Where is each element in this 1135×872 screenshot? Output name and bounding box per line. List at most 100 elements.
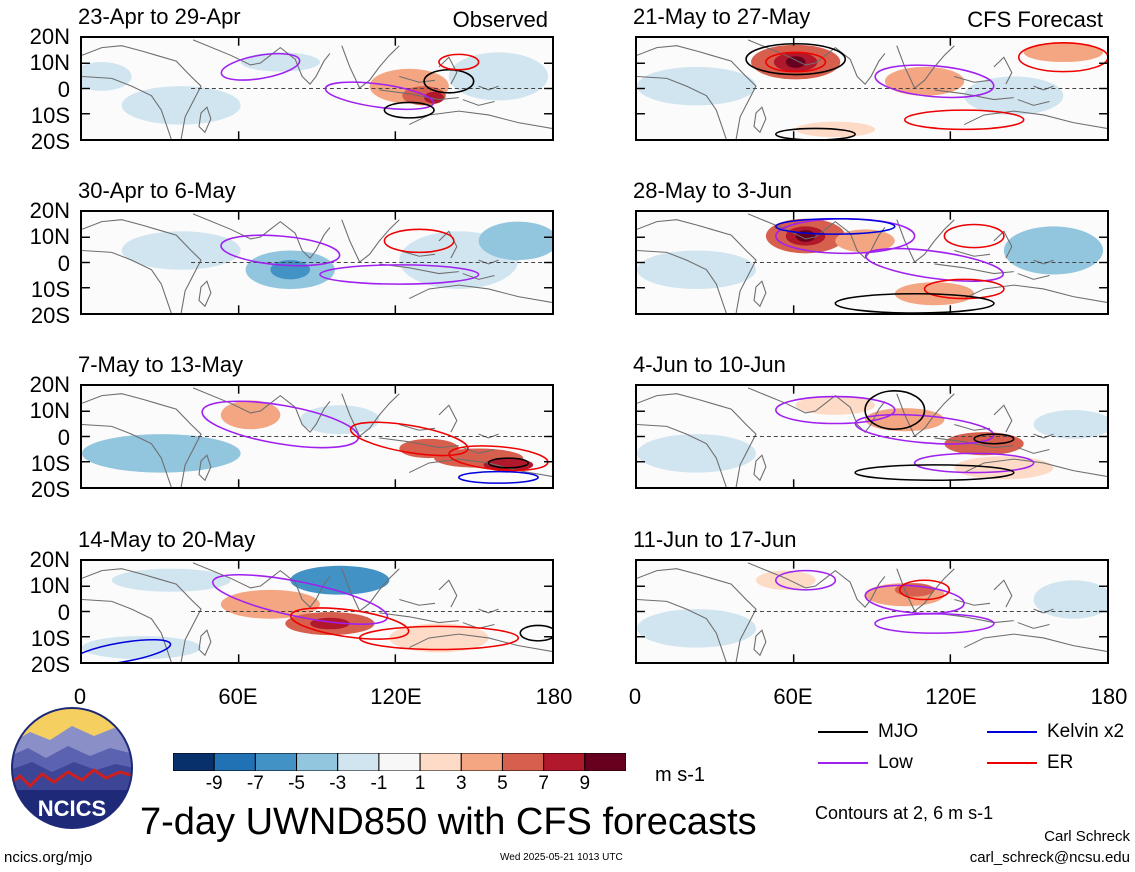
anomaly-blob [240,52,320,72]
contour-line [854,464,1015,482]
legend-line [987,731,1037,733]
colorbar-label: -5 [288,773,305,794]
anomaly-blob [884,66,965,96]
anomaly-blob [637,66,756,106]
colorbar-label: 5 [497,773,508,794]
panel-title: 4-Jun to 10-Jun [633,352,786,377]
contour-line [220,52,301,81]
legend-line [818,731,868,733]
colorbar-label: 1 [414,773,426,794]
contour-line [864,247,1005,282]
anomaly-blob [478,221,552,261]
logo-text: NCICS [38,796,106,821]
anomaly-blob [82,636,201,660]
map-panel [80,384,554,489]
contour-line [973,433,1015,445]
contour-line [220,234,341,267]
panel-title: 28-May to 3-Jun [633,178,792,203]
anomaly-blob [483,458,534,472]
contour-line [319,264,480,285]
coastlines [82,387,552,487]
contour-line [383,228,455,254]
ncics-logo: NCICS [10,706,134,830]
author-email: carl_schreck@ncsu.edu [969,849,1130,866]
anomaly-blob [1003,226,1104,275]
colorbar-label: -1 [370,773,388,794]
contour-line [1017,42,1107,73]
legend-label: ER [1047,752,1074,773]
lat-label: 10N [29,50,70,76]
colorbar-swatch [543,752,586,772]
legend-label: Low [878,752,913,773]
anomaly-blob [637,434,756,473]
lon-label: 0 [628,684,642,709]
anomaly-blob [637,250,756,289]
units-label: m s-1 [655,764,705,786]
map-panel [635,210,1109,315]
colorbar-swatch [501,752,545,772]
contour-line [458,470,539,484]
colorbar-swatch [378,752,421,772]
site-url: ncics.org/mjo [4,849,93,866]
colorbar-label: 9 [579,773,591,794]
anomaly-blob [1023,42,1104,63]
panel-title: 30-Apr to 6-May [78,178,236,203]
lat-label: 10N [29,398,70,424]
anomaly-blob [300,405,380,435]
lat-label: 20N [29,372,70,397]
map-panel [80,210,554,315]
lon-label: 60E [218,684,258,709]
contour-line [775,127,856,139]
contour-line [358,625,520,651]
contour-line [487,457,529,469]
colorbar-label: -9 [205,773,223,794]
contour-line [324,81,435,111]
anomaly-blob [1033,580,1107,619]
anomaly-blob [220,400,281,430]
contour-line [82,638,172,662]
colorbar-swatch [213,752,256,772]
legend-label: MJO [878,721,919,742]
anomaly-blob [121,86,241,125]
author-name: Carl Schreck [1044,828,1130,845]
lat-label: 10S [30,102,70,128]
anomaly-blob [1033,410,1107,439]
contour-line [898,579,951,601]
contour-line [864,390,926,431]
contour-line [423,68,475,94]
contour-line [765,51,827,73]
figure-title: 7-day UWND850 with CFS forecasts [140,801,757,843]
panel-title: 11-Jun to 17-Jun [633,527,797,552]
anomaly-blob [448,52,549,101]
lon-label: 120E [925,684,977,709]
lat-label: 0 [57,599,70,625]
lon-label: 60E [773,684,813,709]
colorbar-label: 3 [455,773,467,794]
colorbar-swatch [584,752,627,772]
contour-line [903,109,1025,131]
map-panel [80,559,554,664]
anomaly-blob [82,62,132,91]
map-panel [80,36,554,141]
anomaly-blob [270,260,311,280]
contour-line [383,101,435,119]
contour-line [519,624,552,642]
lat-label: 20N [29,24,70,49]
anomaly-blob [637,609,756,648]
lon-label: 180 [1090,684,1128,709]
anomaly-blob [835,229,895,253]
lon-label: 120E [370,684,422,709]
colorbar-swatch [172,752,215,772]
colorbar-label: 7 [538,773,549,794]
contour-line [775,217,896,235]
lat-label: 0 [57,424,70,450]
colorbar [172,752,627,772]
anomaly-blob [795,395,875,415]
panel-tag: CFS Forecast [967,7,1103,32]
contour-line [854,413,995,445]
lat-label: 0 [57,250,70,276]
anomaly-blob [82,434,241,473]
coastlines [637,213,1107,313]
lat-label: 10N [29,573,70,599]
lat-label: 20S [30,303,70,328]
